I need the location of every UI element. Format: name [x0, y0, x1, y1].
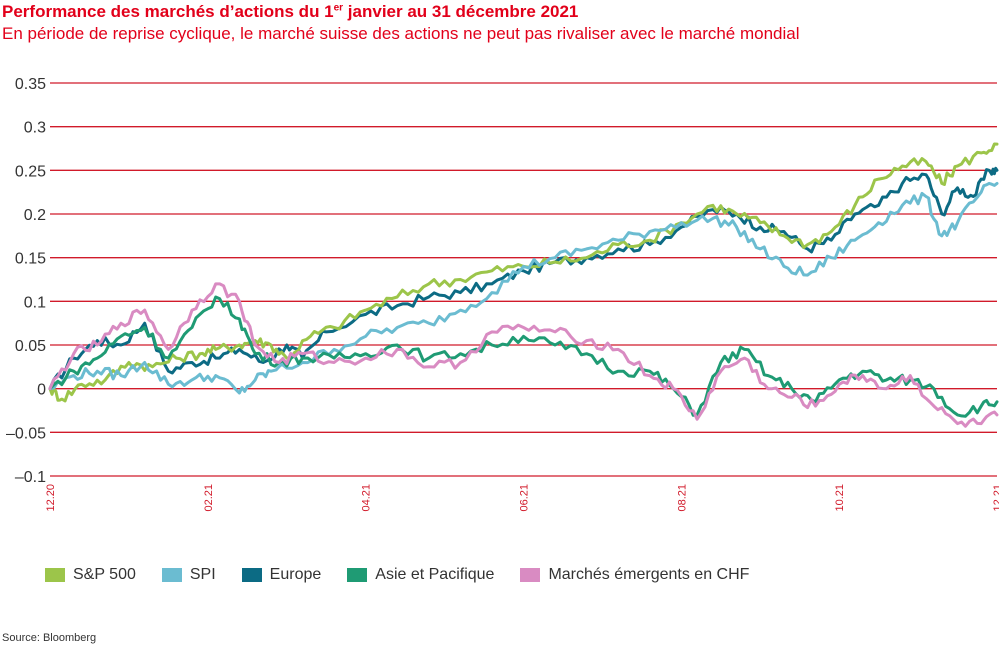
legend-item: Europe — [241, 566, 322, 584]
chart-subtitle: En période de reprise cyclique, le march… — [2, 24, 800, 43]
source-note: Source: Bloomberg — [2, 632, 97, 644]
x-tick-label: 12.21 — [992, 484, 999, 512]
legend-item: SPI — [161, 566, 216, 584]
y-tick-label: 0.3 — [24, 120, 46, 137]
x-tick-label: 10.21 — [834, 484, 846, 512]
legend-swatch — [45, 568, 65, 582]
series-line-europe — [48, 166, 999, 391]
legend-item: S&P 500 — [45, 566, 136, 584]
y-tick-label: 0.1 — [24, 294, 46, 311]
legend-label: S&P 500 — [73, 566, 136, 583]
y-tick-label: 0.15 — [15, 251, 46, 268]
series-line-spi — [48, 181, 999, 395]
y-tick-label: –0.1 — [15, 469, 46, 486]
x-tick-label: 08.21 — [676, 484, 688, 512]
series-line-s-p-500 — [48, 142, 999, 403]
x-tick-label: 02.21 — [203, 484, 215, 512]
legend-swatch — [241, 568, 262, 582]
legend-swatch — [520, 568, 541, 582]
legend-item: Marchés émergents en CHF — [520, 566, 749, 584]
chart-legend: S&P 500 SPI Europe Asie et Pacifique Marchés… — [45, 566, 775, 584]
legend-label: Europe — [269, 566, 322, 583]
legend-label: Marchés émergents en CHF — [548, 566, 750, 583]
x-tick-label: 12.20 — [45, 484, 57, 512]
y-tick-label: 0.35 — [15, 76, 46, 93]
legend-label: SPI — [189, 566, 216, 583]
series-line-asie-et-pacifique — [48, 295, 999, 418]
x-tick-label: 04.21 — [361, 484, 373, 512]
y-tick-label: 0 — [37, 382, 46, 399]
legend-item: Asie et Pacifique — [347, 566, 494, 584]
y-tick-label: –0.05 — [6, 425, 46, 442]
series-line-march-s-mergents-en-chf — [48, 282, 999, 428]
legend-swatch — [161, 568, 182, 582]
line-chart: 0.35 0.3 0.25 0.2 0.15 0.1 0.05 0 –0.05 –0.112.20… — [6, 76, 999, 512]
y-tick-label: 0.25 — [15, 163, 46, 180]
y-tick-label: 0.2 — [24, 207, 46, 224]
chart-title: Performance des marchés d’actions du 1er… — [2, 2, 579, 21]
y-tick-label: 0.05 — [15, 338, 46, 355]
legend-swatch — [347, 568, 368, 582]
legend-label: Asie et Pacifique — [375, 566, 495, 583]
x-tick-label: 06.21 — [519, 484, 531, 512]
